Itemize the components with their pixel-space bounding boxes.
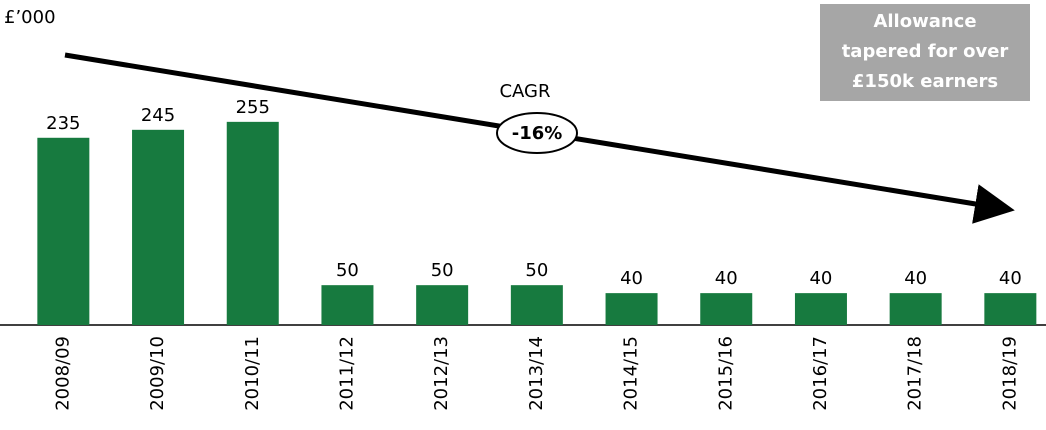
data-label: 245: [141, 105, 175, 126]
bar: [889, 293, 942, 325]
x-tick-label: 2014/15: [621, 336, 642, 411]
data-label: 40: [809, 268, 832, 289]
bar: [226, 121, 279, 325]
trend-ellipse: [496, 112, 578, 154]
bar: [794, 293, 847, 325]
bar: [321, 285, 374, 325]
x-tick-label: 2017/18: [905, 336, 926, 411]
note-line: tapered for over: [842, 41, 1009, 62]
x-tick-label: 2011/12: [336, 336, 357, 411]
data-label: 40: [999, 268, 1022, 289]
x-tick-label: 2009/10: [147, 336, 168, 411]
bar: [605, 293, 658, 325]
data-label: 50: [336, 260, 359, 281]
x-tick-label: 2016/17: [810, 336, 831, 411]
x-tick-label: 2010/11: [242, 336, 263, 411]
data-label: 50: [525, 260, 548, 281]
data-label: 255: [236, 97, 270, 118]
note-box: [820, 4, 1030, 101]
x-tick-label: 2018/19: [999, 336, 1020, 411]
bar: [984, 293, 1037, 325]
trend-label: CAGR: [499, 81, 550, 102]
data-label: 40: [715, 268, 738, 289]
data-label: 40: [620, 268, 643, 289]
note-line: £150k earners: [852, 71, 998, 92]
bar: [416, 285, 469, 325]
bar: [700, 293, 753, 325]
y-label: £’000: [4, 7, 56, 28]
x-tick-label: 2008/09: [52, 336, 73, 411]
bar: [132, 129, 185, 325]
x-tick-label: 2013/14: [526, 336, 547, 411]
trend-value: -16%: [512, 123, 563, 144]
data-label: 40: [904, 268, 927, 289]
bar: [510, 285, 563, 325]
data-label: 235: [46, 113, 80, 134]
note-line: Allowance: [873, 11, 976, 32]
x-tick-label: 2015/16: [715, 336, 736, 411]
data-label: 50: [431, 260, 454, 281]
bar: [37, 137, 90, 325]
x-tick-label: 2012/13: [431, 336, 452, 411]
